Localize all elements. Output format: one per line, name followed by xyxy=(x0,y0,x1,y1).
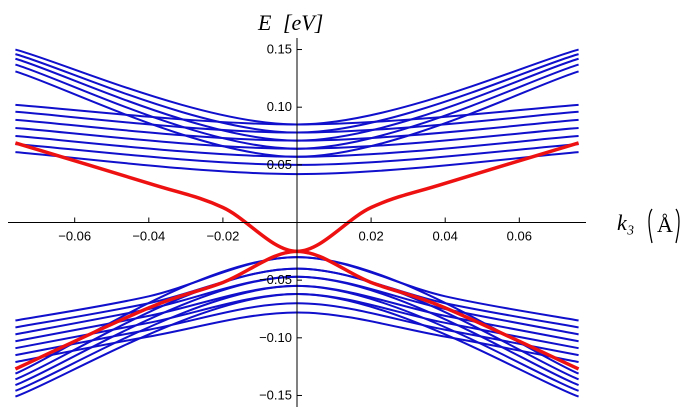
y-tick-label: 0.15 xyxy=(267,42,292,57)
y-tick-label: −0.10 xyxy=(259,330,292,345)
axes xyxy=(8,38,586,407)
x-axis-unit-group: Å xyxy=(648,208,680,244)
x-tick-label: 0.04 xyxy=(433,229,458,244)
axis-ticks: −0.06 −0.04 −0.02 0.02 0.04 0.06 −0.15 −0.10 −0.… xyxy=(58,42,532,403)
x-tick-label: −0.06 xyxy=(58,229,91,244)
y-tick-label: −0.15 xyxy=(259,387,292,402)
x-tick-label: −0.02 xyxy=(206,229,239,244)
y-axis-title: E [eV] xyxy=(257,10,323,35)
x-axis-unit: Å xyxy=(657,212,673,237)
y-axis-unit: [eV] xyxy=(283,10,323,35)
y-tick-label: 0.05 xyxy=(267,157,292,172)
y-tick-label: −0.05 xyxy=(259,272,292,287)
x-tick-label: 0.02 xyxy=(358,229,383,244)
y-tick-label: 0.10 xyxy=(267,99,292,114)
x-tick-label: 0.06 xyxy=(507,229,532,244)
x-tick-label: −0.04 xyxy=(132,229,165,244)
x-axis-title: k₃ xyxy=(617,210,634,235)
